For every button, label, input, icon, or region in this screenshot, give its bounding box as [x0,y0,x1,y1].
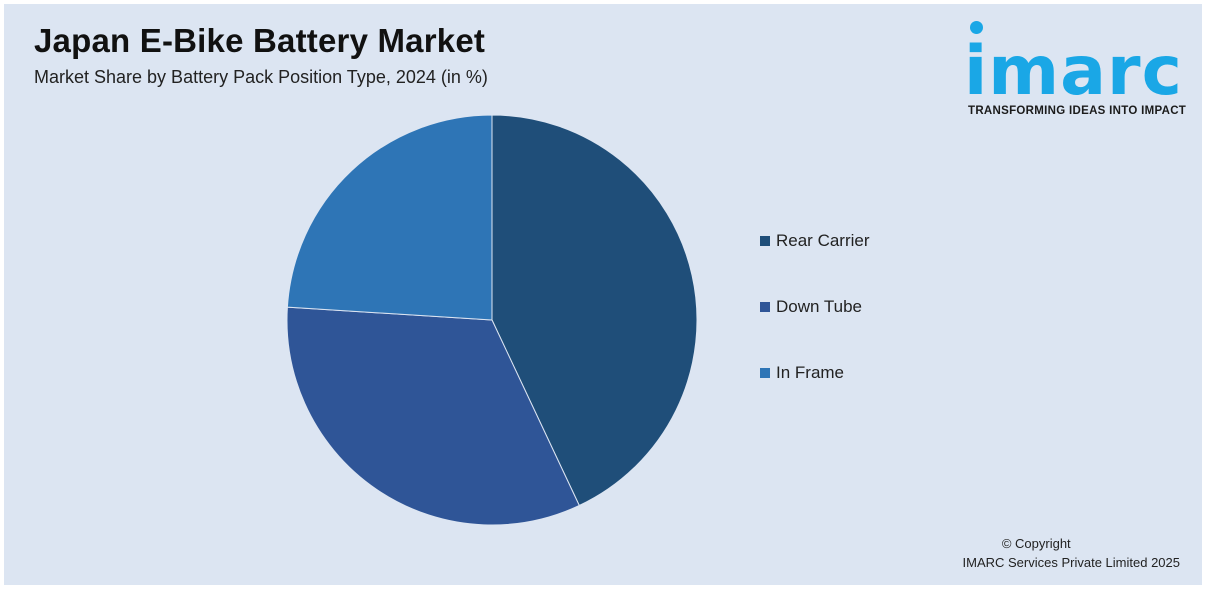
legend-swatch [760,236,770,246]
legend-item-down-tube: Down Tube [760,296,870,318]
copyright-line-1: © Copyright [963,534,1110,553]
chart-legend: Rear Carrier Down Tube In Frame [760,230,870,428]
copyright-line-2: IMARC Services Private Limited 2025 [963,553,1180,572]
legend-item-rear-carrier: Rear Carrier [760,230,870,252]
pie-chart [4,4,1202,585]
legend-label: In Frame [776,363,844,383]
copyright-notice: © Copyright IMARC Services Private Limit… [963,534,1180,572]
legend-label: Down Tube [776,297,862,317]
legend-swatch [760,302,770,312]
legend-swatch [760,368,770,378]
chart-panel: Japan E-Bike Battery Market Market Share… [4,4,1202,585]
legend-label: Rear Carrier [776,231,870,251]
legend-item-in-frame: In Frame [760,362,870,384]
pie-slice-in-frame [287,115,492,320]
